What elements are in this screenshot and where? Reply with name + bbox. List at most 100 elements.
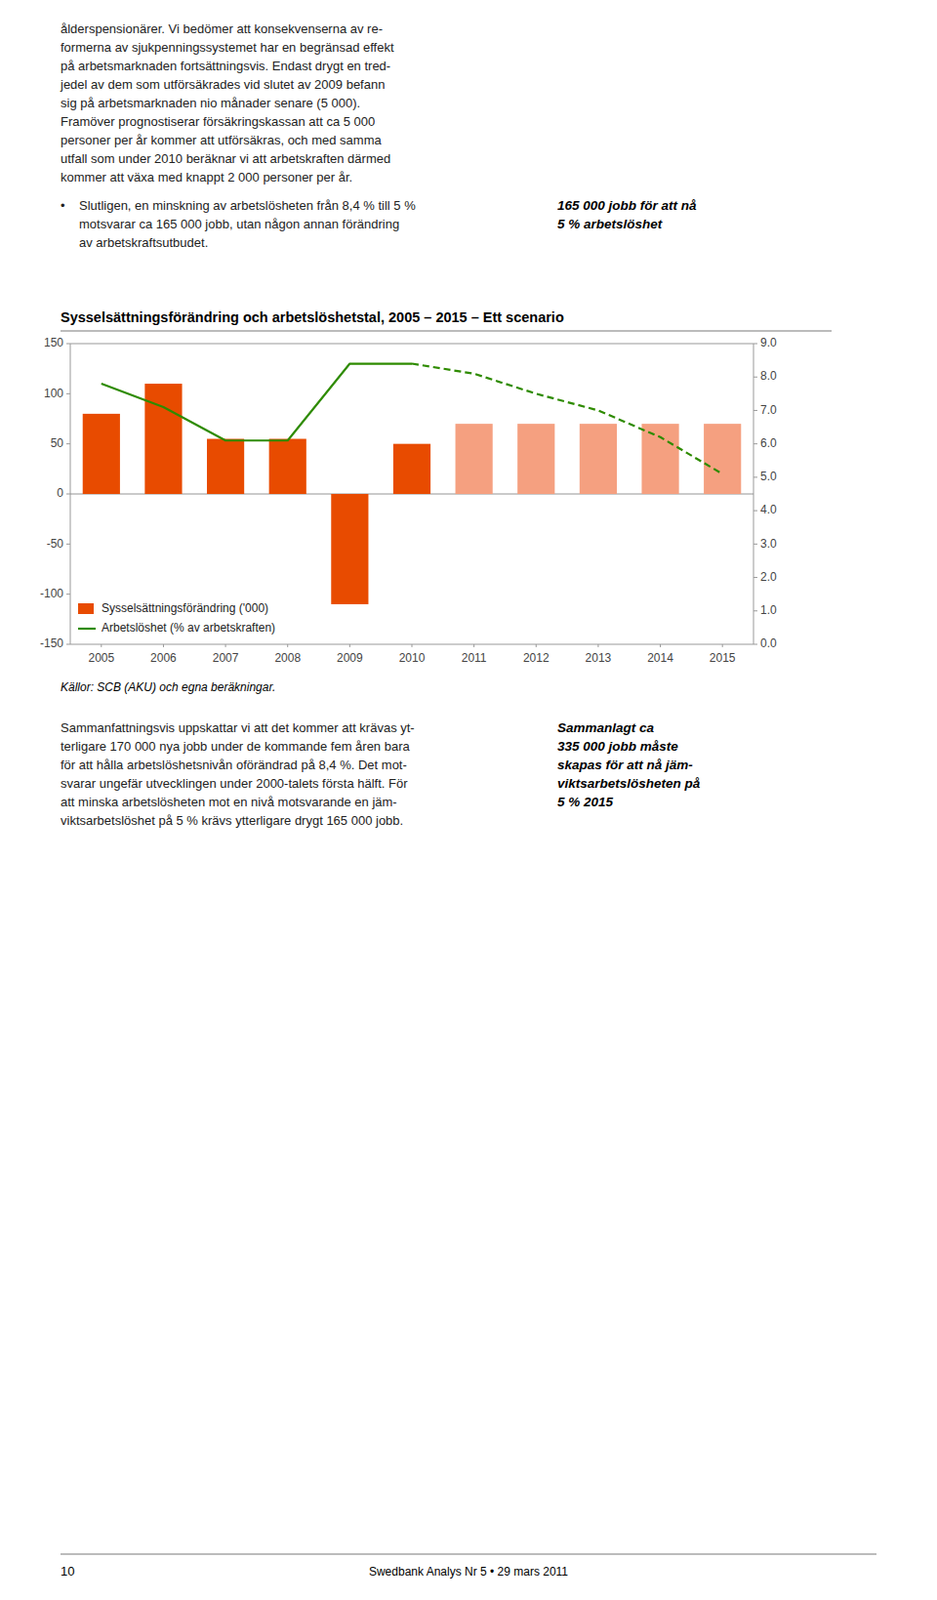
- y2-tick-label: 1.0: [760, 603, 777, 617]
- y2-tick-label: 2.0: [760, 570, 777, 584]
- body-text: personer per år kommer att utförsäkras, …: [60, 132, 383, 148]
- summary-text: Sammanfattningsvis uppskattar vi att det…: [60, 720, 415, 735]
- y2-tick-label: 4.0: [760, 502, 777, 517]
- body-text: utfall som under 2010 beräknar vi att ar…: [60, 151, 391, 166]
- summary-callout-text: skapas för att nå jäm-: [557, 757, 693, 773]
- legend-swatch: [78, 603, 94, 614]
- legend-label: Sysselsättningsförändring ('000): [101, 601, 269, 615]
- bar: [579, 423, 617, 494]
- x-tick-label: 2015: [709, 651, 736, 665]
- y2-tick-label: 7.0: [760, 403, 777, 417]
- y-tick: [66, 343, 71, 345]
- x-tick-label: 2008: [274, 651, 301, 665]
- chart-title: Sysselsättningsförändring och arbetslösh…: [60, 309, 565, 326]
- bar: [206, 439, 245, 494]
- x-tick-label: 2011: [461, 651, 488, 665]
- legend-swatch: [78, 627, 96, 630]
- x-tick-label: 2006: [150, 651, 177, 665]
- y2-tick: [753, 443, 758, 445]
- y2-tick: [753, 576, 758, 578]
- y2-tick: [753, 543, 758, 545]
- summary-text: svarar ungefär utvecklingen under 2000-t…: [60, 775, 408, 791]
- x-tick: [473, 644, 475, 648]
- callout-text: 5 % arbetslöshet: [557, 216, 663, 232]
- summary-callout-text: Sammanlagt ca: [557, 720, 655, 735]
- summary-text: viktsarbetslöshet på 5 % krävs ytterliga…: [60, 813, 404, 828]
- x-tick: [659, 644, 661, 648]
- y2-tick-label: 3.0: [760, 536, 777, 551]
- bullet-mark: •: [60, 198, 66, 213]
- y2-tick: [753, 343, 758, 345]
- x-tick-label: 2013: [585, 651, 612, 665]
- x-tick: [597, 644, 599, 648]
- x-tick: [100, 644, 102, 648]
- x-tick: [535, 644, 537, 648]
- x-tick: [349, 644, 351, 648]
- y-tick: [66, 543, 71, 545]
- bar: [455, 423, 493, 494]
- legend: Sysselsättningsförändring ('000) Arbetslö…: [78, 601, 276, 635]
- x-tick: [225, 644, 227, 648]
- y-tick: [66, 493, 71, 495]
- y-tick-label: 100: [43, 386, 64, 401]
- y-tick-label: -100: [40, 586, 64, 601]
- y-tick: [66, 644, 71, 646]
- legend-label: Arbetslöshet (% av arbetskraften): [101, 620, 276, 635]
- summary-text: terligare 170 000 nya jobb under de komm…: [60, 738, 410, 754]
- x-tick: [162, 644, 164, 648]
- footer: Swedbank Analys Nr 5 • 29 mars 2011: [368, 1564, 569, 1579]
- body-text: ålderspensionärer. Vi bedömer att konsek…: [60, 21, 383, 37]
- line: [101, 364, 412, 442]
- y2-tick: [753, 644, 758, 646]
- x-tick-label: 2010: [399, 651, 426, 665]
- y-tick: [66, 443, 71, 445]
- y2-tick: [753, 376, 758, 378]
- x-tick: [286, 644, 288, 648]
- summary-callout-text: 5 % 2015: [557, 794, 614, 810]
- x-tick-label: 2009: [336, 651, 364, 665]
- x-tick: [722, 644, 724, 648]
- line: [411, 364, 723, 475]
- x-tick-label: 2007: [212, 651, 240, 665]
- bullet-text: motsvarar ca 165 000 jobb, utan någon an…: [79, 216, 400, 232]
- y2-tick: [753, 409, 758, 411]
- title-rule: [60, 330, 832, 332]
- bullet-text: Slutligen, en minskning av arbetslöshete…: [79, 198, 416, 213]
- bar: [330, 493, 368, 605]
- marks: [82, 364, 742, 605]
- bar: [82, 413, 121, 494]
- y-tick: [66, 393, 71, 395]
- y-tick-label: -50: [46, 536, 65, 551]
- body-text: Framöver prognostiserar försäkringskassa…: [60, 114, 375, 129]
- bar: [517, 423, 555, 494]
- footer-rule: [60, 1553, 877, 1555]
- y2-tick-label: 0.0: [760, 636, 777, 651]
- body-text: sig på arbetsmarknaden nio månader senar…: [60, 95, 361, 111]
- bar: [269, 439, 307, 494]
- summary-text: för att hålla arbetslöshetsnivån oföränd…: [60, 757, 408, 773]
- bar: [144, 383, 182, 494]
- y2-tick-label: 8.0: [760, 368, 777, 383]
- source: Källor: SCB (AKU) och egna beräkningar.: [60, 680, 276, 694]
- bar: [703, 423, 741, 494]
- body-text: på arbetsmarknaden fortsättningsvis. End…: [60, 58, 391, 74]
- y2-tick: [753, 476, 758, 478]
- summary-callout-text: viktsarbetslösheten på: [557, 775, 701, 791]
- bar: [641, 423, 679, 494]
- y2-tick: [753, 610, 758, 612]
- summary-text: att minska arbetslösheten mot en nivå mo…: [60, 794, 398, 810]
- body-text: jedel av dem som utförsäkrades vid slute…: [59, 77, 385, 92]
- y-tick: [66, 593, 71, 595]
- bullet-text: av arbetskraftsutbudet.: [79, 235, 208, 250]
- x-tick: [411, 644, 413, 648]
- y-tick-label: 150: [43, 335, 64, 350]
- plot-frame-top: [70, 343, 754, 345]
- bar: [393, 444, 431, 494]
- page: ålderspensionärer. Vi bedömer att konsek…: [0, 0, 937, 1600]
- x-tick-label: 2005: [87, 651, 115, 665]
- x-tick-label: 2014: [647, 651, 674, 665]
- y2-tick-label: 6.0: [760, 436, 777, 450]
- y2-tick-label: 9.0: [760, 335, 777, 350]
- body-text: kommer att växa med knappt 2 000 persone…: [60, 169, 353, 185]
- summary-callout-text: 335 000 jobb måste: [557, 738, 679, 754]
